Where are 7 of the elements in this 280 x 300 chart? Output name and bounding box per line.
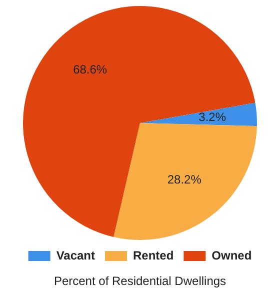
- data-label: 68.6%: [73, 62, 108, 77]
- text: Percent of Residential Dwellings: [52, 274, 228, 288]
- legend-label: Owned: [212, 248, 252, 262]
- data-label: 28.2%: [167, 172, 202, 187]
- legend-label: Rented: [133, 248, 174, 262]
- legend-label: Vacant: [56, 248, 96, 262]
- data-label: 3.2%: [198, 110, 226, 124]
